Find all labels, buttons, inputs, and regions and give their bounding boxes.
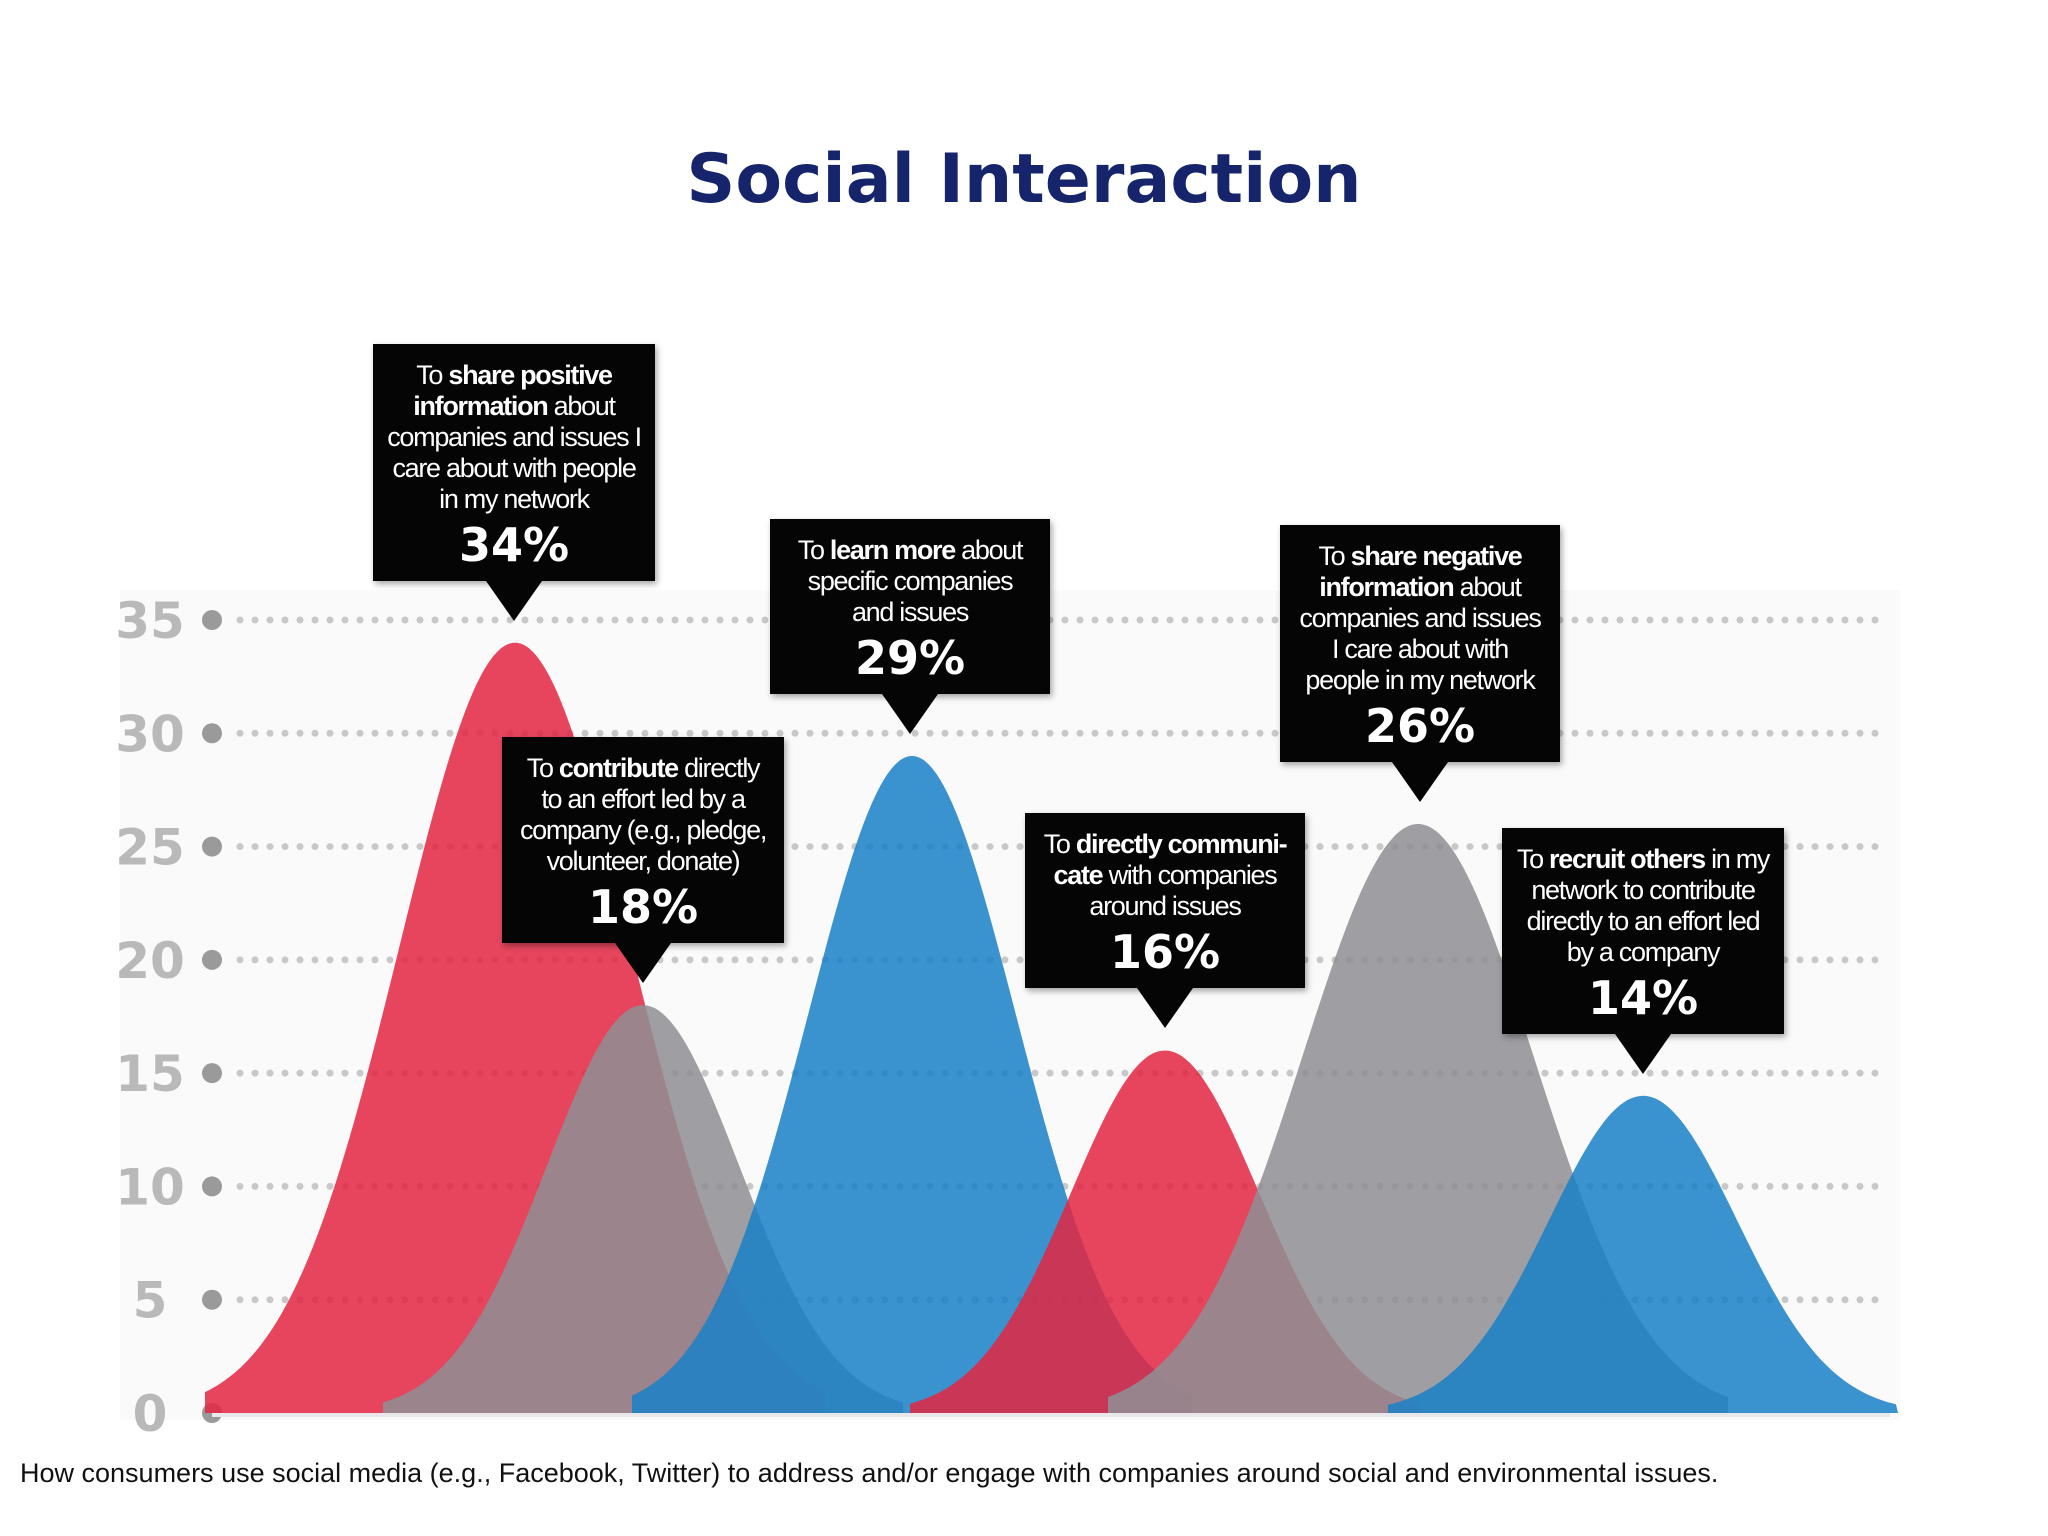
callout-text-part: contribute [558,753,679,784]
callout-text-part: information [413,390,548,421]
callout-text-part: directly communi-cate [1053,829,1288,891]
y-tick-label: 20 [115,932,185,990]
y-tick-label: 35 [115,592,185,650]
y-tick-label: 30 [115,705,185,763]
callout-text-part: about companies and issues I care about … [1299,571,1541,695]
callout-text-part: learn more [829,534,956,565]
tick-dot [202,1289,222,1310]
tick-dot [202,723,222,744]
callout-text-part: directly to an effort led by a company (… [519,753,767,877]
callout-text-part: recruit others [1549,843,1706,874]
tick-dot [202,610,222,630]
callout-text-part: To [526,753,559,784]
callout-text-part: To [1318,540,1351,571]
callout-label: To share positive information about comp… [373,343,655,581]
callout-text-part: To [416,359,449,390]
callout-label: To share negative information about comp… [1280,524,1560,762]
callout-value: 16% [1109,925,1221,980]
chart-caption: How consumers use social media (e.g., Fa… [20,1458,1719,1488]
tick-dot [202,1176,222,1197]
callout-label: To directly communi-cate with companies … [1025,813,1305,989]
callout-text-part: To [1516,843,1550,874]
y-tick-label: 25 [115,819,185,877]
tick-dot [202,1063,222,1084]
callout-value: 18% [587,880,699,935]
callout-text-part: about companies and issues I care about … [387,390,642,514]
y-tick-label: 5 [133,1272,168,1330]
callout-label: To recruit others in my network to contr… [1502,827,1784,1034]
callout-text-part: share positive [448,359,613,390]
callout-text: To share negative information about comp… [1294,541,1546,696]
area-series [1388,1095,1898,1413]
callout-text: To contribute directly to an effort led … [516,753,770,877]
callout-text-part: To [1043,829,1076,860]
callout-label: To learn more about specific companies a… [770,518,1050,694]
callout-text-part: information [1319,571,1454,602]
callout-text-part: in my network to contribute directly to … [1526,843,1771,967]
callout-text-part: about specific companies and issues [807,534,1024,627]
page-title: Social Interaction [686,140,1362,219]
y-tick-label: 10 [115,1158,185,1216]
callout-label: To contribute directly to an effort led … [502,737,784,944]
tick-dot [202,836,222,857]
callout-text: To recruit others in my network to contr… [1516,843,1771,968]
callout-text: To learn more about specific companies a… [784,535,1036,628]
tick-dot [202,949,222,970]
callout-text-part: with companies around issues [1089,860,1277,922]
callout-value: 34% [458,517,570,572]
callout-text-part: share negative [1350,540,1523,571]
callout-text: To share positive information about comp… [387,359,642,515]
y-tick-label: 15 [115,1045,185,1103]
callout-text: To directly communi-cate with companies … [1039,829,1291,922]
y-tick-label: 0 [133,1385,168,1443]
callout-value: 29% [854,630,966,685]
callout-value: 14% [1587,970,1699,1025]
callout-text-part: To [797,534,830,565]
callout-value: 26% [1364,698,1476,753]
